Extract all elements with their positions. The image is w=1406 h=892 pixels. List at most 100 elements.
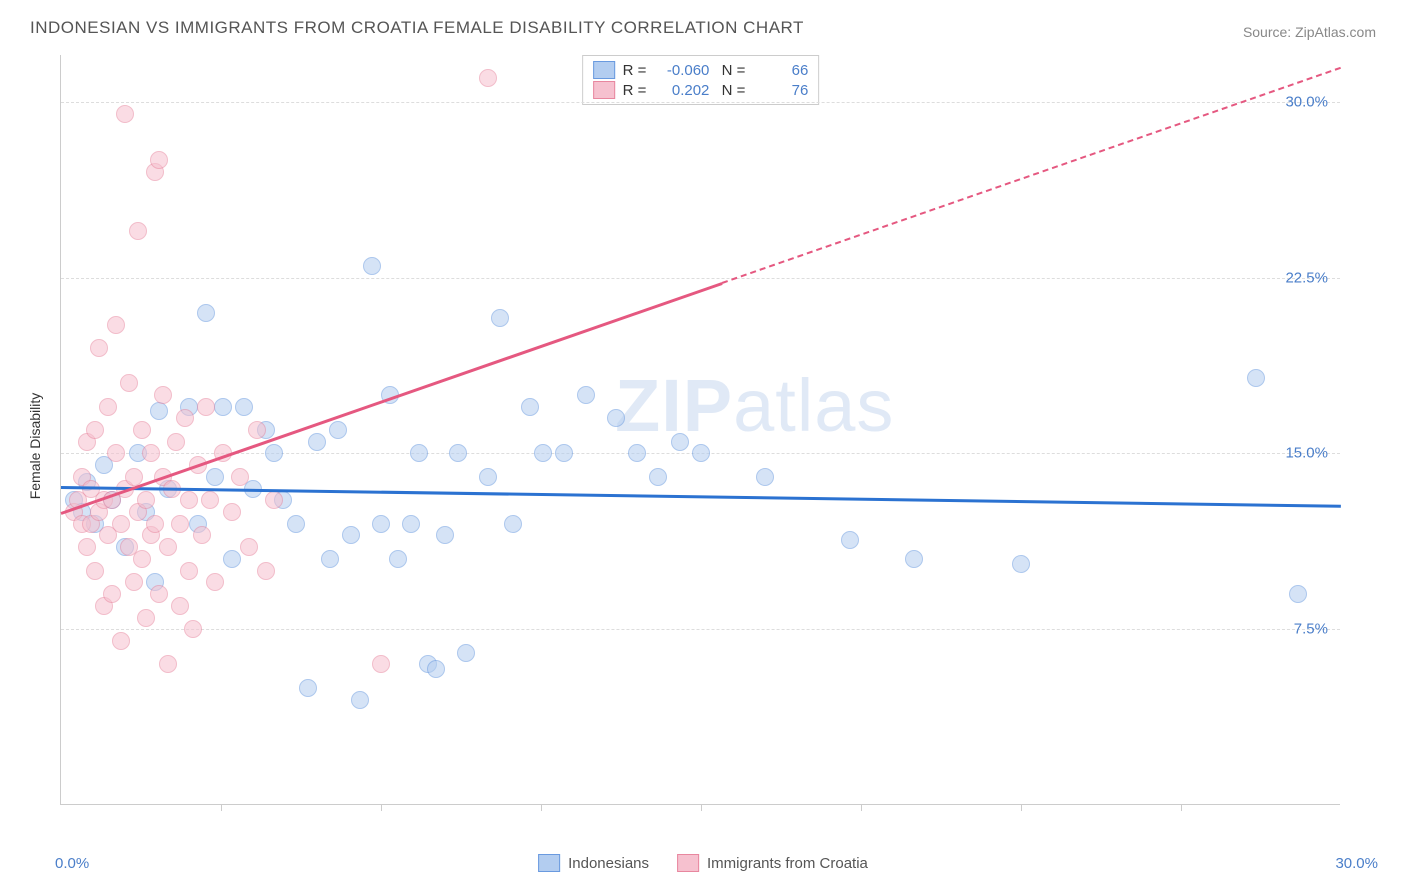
scatter-point bbox=[265, 491, 283, 509]
scatter-point bbox=[841, 531, 859, 549]
scatter-point bbox=[607, 409, 625, 427]
watermark: ZIPatlas bbox=[615, 363, 894, 448]
scatter-point bbox=[150, 402, 168, 420]
scatter-point bbox=[197, 398, 215, 416]
series-legend: Indonesians Immigrants from Croatia bbox=[538, 854, 868, 872]
scatter-point bbox=[231, 468, 249, 486]
scatter-point bbox=[479, 468, 497, 486]
scatter-point bbox=[120, 374, 138, 392]
stat-label-r: R = bbox=[623, 62, 647, 79]
legend-label: Immigrants from Croatia bbox=[707, 855, 868, 872]
scatter-point bbox=[555, 444, 573, 462]
x-tick bbox=[701, 804, 702, 811]
scatter-point bbox=[107, 316, 125, 334]
scatter-point bbox=[436, 526, 454, 544]
scatter-point bbox=[410, 444, 428, 462]
x-axis-max-label: 30.0% bbox=[1335, 855, 1378, 872]
scatter-point bbox=[150, 585, 168, 603]
scatter-point bbox=[363, 257, 381, 275]
scatter-point bbox=[329, 421, 347, 439]
scatter-point bbox=[206, 468, 224, 486]
scatter-point bbox=[265, 444, 283, 462]
scatter-point bbox=[154, 386, 172, 404]
scatter-point bbox=[372, 515, 390, 533]
scatter-point bbox=[389, 550, 407, 568]
scatter-point bbox=[180, 562, 198, 580]
scatter-point bbox=[649, 468, 667, 486]
scatter-point bbox=[671, 433, 689, 451]
scatter-point bbox=[99, 398, 117, 416]
scatter-point bbox=[299, 679, 317, 697]
scatter-point bbox=[180, 491, 198, 509]
scatter-point bbox=[112, 632, 130, 650]
x-tick bbox=[221, 804, 222, 811]
scatter-point bbox=[137, 609, 155, 627]
scatter-point bbox=[1289, 585, 1307, 603]
scatter-point bbox=[372, 655, 390, 673]
chart-title: INDONESIAN VS IMMIGRANTS FROM CROATIA FE… bbox=[30, 18, 804, 38]
scatter-point bbox=[449, 444, 467, 462]
scatter-point bbox=[86, 421, 104, 439]
scatter-point bbox=[167, 433, 185, 451]
scatter-point bbox=[692, 444, 710, 462]
scatter-point bbox=[133, 421, 151, 439]
y-tick-label: 30.0% bbox=[1285, 93, 1328, 110]
scatter-point bbox=[457, 644, 475, 662]
stats-legend: R = -0.060 N = 66 R = 0.202 N = 76 bbox=[582, 55, 820, 105]
scatter-point bbox=[171, 597, 189, 615]
scatter-point bbox=[1247, 369, 1265, 387]
scatter-point bbox=[197, 304, 215, 322]
scatter-point bbox=[402, 515, 420, 533]
scatter-point bbox=[125, 573, 143, 591]
scatter-point bbox=[235, 398, 253, 416]
stat-label-n: N = bbox=[717, 62, 745, 79]
scatter-point bbox=[351, 691, 369, 709]
scatter-point bbox=[308, 433, 326, 451]
scatter-point bbox=[103, 585, 121, 603]
stat-value-r: 0.202 bbox=[654, 82, 709, 99]
scatter-point bbox=[577, 386, 595, 404]
scatter-point bbox=[90, 339, 108, 357]
scatter-point bbox=[479, 69, 497, 87]
plot-area: ZIPatlas R = -0.060 N = 66 R = 0.202 N =… bbox=[60, 55, 1340, 805]
legend-swatch bbox=[538, 854, 560, 872]
scatter-point bbox=[248, 421, 266, 439]
scatter-point bbox=[184, 620, 202, 638]
watermark-light: atlas bbox=[733, 364, 894, 447]
scatter-point bbox=[206, 573, 224, 591]
x-tick bbox=[1181, 804, 1182, 811]
y-tick-label: 7.5% bbox=[1294, 621, 1328, 638]
grid-line bbox=[61, 102, 1340, 103]
scatter-point bbox=[223, 503, 241, 521]
scatter-point bbox=[521, 398, 539, 416]
scatter-point bbox=[78, 538, 96, 556]
x-tick bbox=[381, 804, 382, 811]
x-tick bbox=[541, 804, 542, 811]
scatter-point bbox=[116, 105, 134, 123]
x-tick bbox=[861, 804, 862, 811]
scatter-point bbox=[176, 409, 194, 427]
stat-label-r: R = bbox=[623, 82, 647, 99]
stat-label-n: N = bbox=[717, 82, 745, 99]
scatter-point bbox=[1012, 555, 1030, 573]
legend-swatch bbox=[593, 61, 615, 79]
y-tick-label: 15.0% bbox=[1285, 445, 1328, 462]
scatter-point bbox=[756, 468, 774, 486]
scatter-point bbox=[257, 562, 275, 580]
scatter-point bbox=[321, 550, 339, 568]
stats-row: R = -0.060 N = 66 bbox=[593, 60, 809, 80]
scatter-point bbox=[133, 550, 151, 568]
scatter-point bbox=[112, 515, 130, 533]
scatter-point bbox=[427, 660, 445, 678]
scatter-point bbox=[240, 538, 258, 556]
scatter-point bbox=[193, 526, 211, 544]
stat-value-r: -0.060 bbox=[654, 62, 709, 79]
grid-line bbox=[61, 278, 1340, 279]
scatter-point bbox=[159, 655, 177, 673]
stats-row: R = 0.202 N = 76 bbox=[593, 80, 809, 100]
scatter-point bbox=[491, 309, 509, 327]
scatter-point bbox=[905, 550, 923, 568]
scatter-point bbox=[86, 562, 104, 580]
legend-item: Indonesians bbox=[538, 854, 649, 872]
scatter-point bbox=[342, 526, 360, 544]
